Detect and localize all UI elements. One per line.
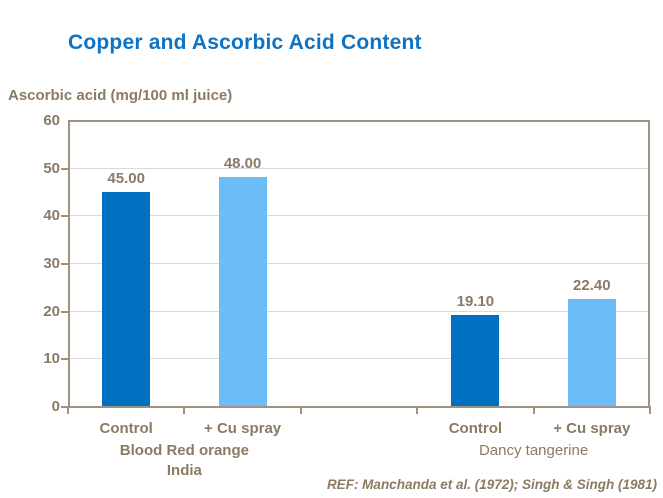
x-axis-tick: [532, 406, 535, 414]
y-tick-label: 20: [43, 302, 60, 320]
y-axis-tick: [61, 167, 68, 170]
chart-title: Copper and Ascorbic Acid Content: [68, 31, 422, 54]
x-axis-tick: [416, 406, 419, 414]
bar-value-label: 45.00: [107, 169, 145, 187]
plot-area: [68, 120, 650, 408]
bar-cu_spray: [567, 299, 616, 406]
y-axis-line: [68, 120, 70, 408]
x-axis-tick: [183, 406, 186, 414]
y-axis-tick: [61, 215, 68, 218]
group-label-line: Blood Red orange: [119, 442, 249, 459]
y-axis-title: Ascorbic acid (mg/100 ml juice): [8, 87, 233, 104]
y-tick-label: 50: [43, 159, 60, 177]
y-tick-label: 10: [43, 350, 60, 368]
reference-text: REF: Manchanda et al. (1972); Singh & Si…: [326, 477, 657, 492]
bar-control: [102, 191, 151, 406]
y-tick-label: 60: [43, 112, 60, 129]
bar-control: [451, 314, 500, 406]
gridline: [70, 167, 648, 169]
y-tick-label: 40: [43, 207, 60, 225]
x-tick-label: Control: [448, 420, 503, 437]
y-axis-tick: [61, 310, 68, 313]
gridline: [70, 263, 648, 264]
group-label: Dancy tangerine: [424, 441, 644, 461]
bar-value-label: 19.10: [456, 292, 495, 310]
bar-value-label: 22.40: [573, 277, 611, 295]
y-tick-label: 0: [51, 398, 60, 415]
x-tick-label: + Cu spray: [553, 420, 631, 437]
plot-border-top: [68, 120, 650, 122]
x-tick-label: + Cu spray: [204, 420, 282, 437]
y-axis-tick: [61, 406, 68, 408]
y-tick-label: 30: [43, 255, 60, 272]
gridline: [70, 215, 648, 217]
x-axis-tick: [649, 406, 651, 414]
bar-cu_spray: [218, 177, 267, 406]
bar-value-label: 48.00: [223, 155, 262, 173]
x-axis-tick: [67, 406, 69, 414]
x-tick-label: Control: [99, 420, 153, 437]
gridline: [70, 358, 648, 360]
gridline: [70, 310, 648, 312]
x-axis-line: [68, 406, 650, 408]
plot-border-right: [648, 120, 650, 408]
group-label-line: Dancy tangerine: [478, 442, 589, 459]
y-axis-tick: [61, 263, 68, 265]
x-axis-tick: [299, 406, 302, 414]
group-label-line: India: [166, 462, 202, 479]
group-label: Blood Red orange India: [74, 441, 294, 481]
y-axis-tick: [61, 358, 68, 361]
